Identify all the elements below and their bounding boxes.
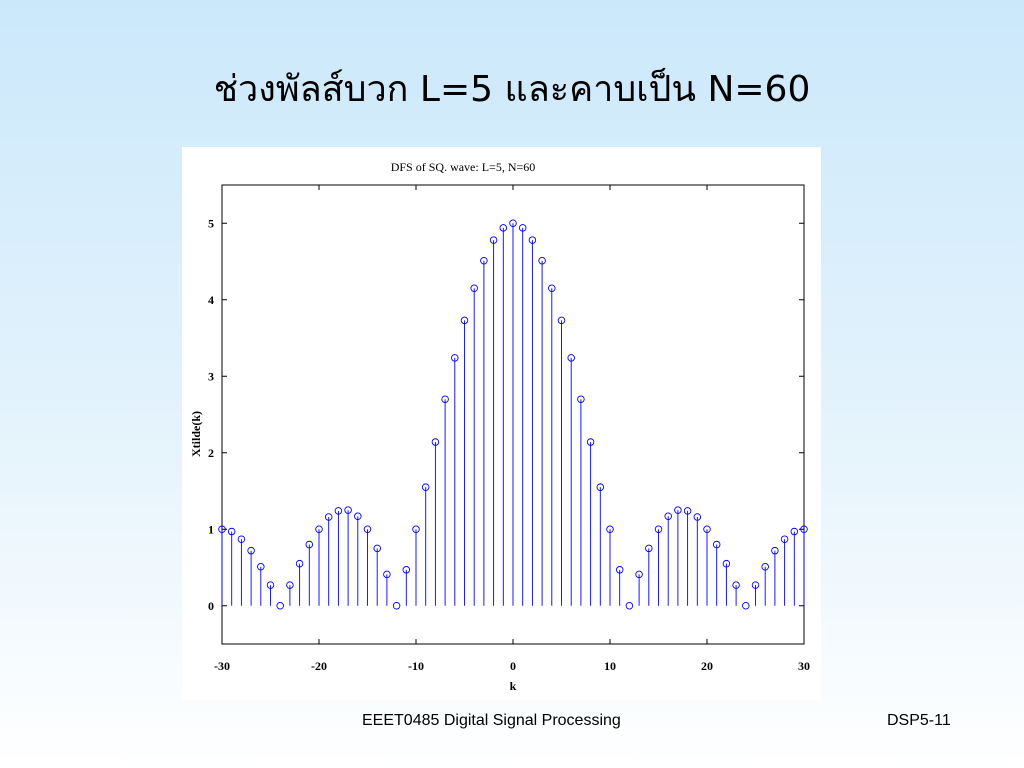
stem-marker — [412, 525, 420, 534]
stem-marker — [703, 525, 711, 534]
x-tick-label: -30 — [214, 659, 230, 673]
stem-marker — [509, 219, 517, 227]
stem-marker — [538, 256, 546, 265]
stem-marker — [712, 540, 721, 549]
stem-marker — [354, 512, 362, 520]
stem-marker — [257, 562, 265, 571]
stem-marker — [664, 512, 672, 520]
stem-marker — [276, 602, 284, 610]
stem-marker — [586, 438, 595, 446]
stem-marker — [780, 535, 789, 543]
stem-marker — [363, 525, 372, 534]
stem-marker — [683, 507, 692, 515]
stem-marker — [451, 354, 459, 362]
y-tick-label: 5 — [208, 216, 214, 230]
stem-marker — [286, 581, 294, 589]
footer-page-number: DSP5-11 — [887, 712, 951, 729]
stem-marker — [654, 525, 663, 534]
stem-marker — [606, 525, 614, 534]
stem-marker — [373, 544, 381, 553]
y-tick-label: 1 — [208, 522, 214, 536]
x-tick-label: -10 — [408, 659, 424, 673]
stem-marker — [392, 602, 401, 610]
stem-marker — [383, 570, 391, 579]
stem-marker — [421, 483, 430, 491]
stem-marker — [577, 395, 585, 403]
stem-marker — [499, 224, 508, 232]
stem-marker — [470, 284, 478, 293]
stem-marker — [722, 559, 731, 568]
stem-marker — [247, 546, 255, 555]
chart-figure: -30 -20 -10 0 10 20 30 0 1 2 3 4 5 DFS of SQ. wave: … — [182, 147, 821, 700]
stem-marker — [528, 236, 537, 244]
stem-marker — [295, 559, 304, 568]
stem-marker — [761, 562, 769, 571]
y-tick-label: 4 — [208, 293, 214, 307]
stem-marker — [751, 581, 760, 589]
stem-marker — [674, 506, 682, 514]
x-tick-label: 0 — [510, 659, 516, 673]
stem-marker — [732, 581, 740, 589]
stem-marker — [596, 483, 605, 491]
stem-marker — [790, 527, 799, 536]
stem-marker — [315, 525, 323, 534]
stem-marker — [518, 224, 527, 232]
stem-marker — [615, 566, 624, 574]
y-tick-label: 2 — [208, 446, 214, 460]
stem-marker — [344, 506, 352, 514]
stem-marker — [635, 570, 643, 579]
stem-marker — [431, 438, 440, 446]
x-tick-label: 30 — [798, 659, 810, 673]
y-tick-label: 0 — [208, 599, 214, 613]
dfs-stem-chart: -30 -20 -10 0 10 20 30 0 1 2 3 4 5 DFS of SQ. wave: … — [189, 160, 810, 693]
stem-marker — [237, 535, 246, 543]
stem-marker — [266, 581, 275, 589]
stem-marker — [557, 316, 566, 325]
stem-series — [218, 219, 808, 610]
stem-marker — [548, 284, 556, 293]
axis-ticks: -30 -20 -10 0 10 20 30 0 1 2 3 4 5 — [208, 185, 810, 673]
slide-title: ช่วงพัลส์บวก L=5 และคาบเป็น N=60 — [213, 69, 811, 110]
stem-marker — [693, 513, 702, 521]
y-tick-label: 3 — [208, 369, 214, 383]
stem-marker — [567, 354, 575, 362]
stem-marker — [305, 540, 314, 549]
y-axis-label: Xtilde(k) — [189, 411, 203, 457]
stem-marker — [480, 256, 488, 265]
stem-marker — [334, 507, 343, 515]
stem-marker — [402, 566, 411, 574]
x-axis-label: k — [510, 679, 517, 693]
stem-marker — [742, 602, 750, 610]
stem-marker — [625, 602, 634, 610]
x-tick-label: 10 — [604, 659, 616, 673]
stem-marker — [489, 236, 498, 244]
x-tick-label: -20 — [311, 659, 327, 673]
stem-marker — [771, 546, 779, 555]
x-tick-label: 20 — [701, 659, 713, 673]
footer-course: EEET0485 Digital Signal Processing — [362, 712, 621, 729]
stem-marker — [441, 395, 449, 403]
stem-marker — [645, 544, 653, 553]
stem-marker — [227, 527, 236, 536]
chart-title: DFS of SQ. wave: L=5, N=60 — [391, 160, 536, 174]
stem-marker — [460, 316, 469, 325]
stem-marker — [324, 513, 333, 521]
